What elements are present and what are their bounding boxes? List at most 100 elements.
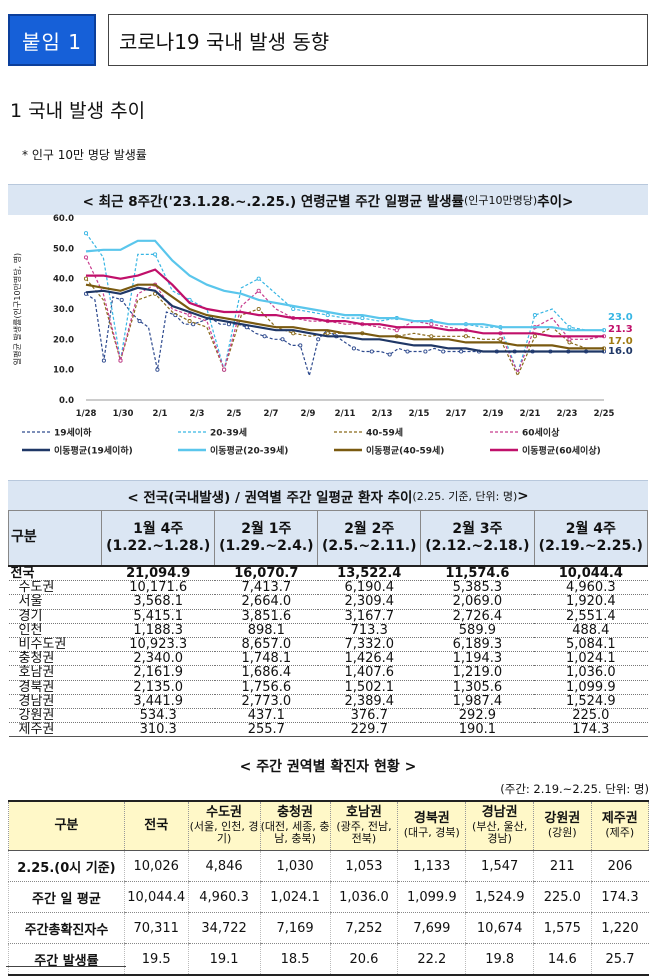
series-point [429, 334, 434, 339]
x-tick-label: 2/19 [483, 409, 504, 419]
header-sub: (대구, 경북) [403, 826, 460, 840]
y-tick-label: 60.0 [53, 214, 74, 224]
value-cell: 14.6 [533, 943, 592, 976]
value-cell: 18.5 [259, 943, 331, 976]
table1-title-tail: > [517, 488, 529, 504]
header-name: 강원권 [544, 811, 581, 827]
value-cell: 1,053 [329, 850, 398, 882]
x-tick-label: 2/25 [594, 409, 615, 419]
value-cell: 2,551.4 [534, 609, 648, 624]
series-point [429, 322, 434, 327]
series-line-6 [85, 283, 604, 350]
legend-label: 40-59세 [366, 427, 403, 439]
value-cell: 1,756.6 [214, 680, 318, 695]
series-point [83, 255, 89, 260]
header-name: 제주권 [601, 811, 638, 827]
value-cell: 534.3 [101, 708, 215, 724]
y-tick-label: 30.0 [53, 305, 74, 315]
table-row: 2.25.(0시 기준) 10,026 4,846 1,030 1,053 1,133 1,… [8, 850, 649, 882]
series-point [405, 349, 410, 354]
value-cell: 10,674 [465, 912, 534, 944]
value-cell: 34,722 [187, 912, 261, 944]
end-value-label: 21.3 [608, 324, 633, 335]
x-tick-label: 2/11 [335, 409, 356, 419]
region-label: 경북권 [8, 680, 102, 695]
line-chart: 일평균 발생률(인구10만명당, 명) 0.0 10.0 20.0 30.0 40.0 50… [8, 214, 648, 464]
value-cell: 2,389.4 [317, 694, 421, 709]
series-point [532, 313, 537, 318]
value-cell: 3,441.9 [101, 694, 215, 709]
region-label: 인천 [8, 623, 102, 638]
legend-label: 20-39세 [210, 427, 247, 439]
value-cell: 437.1 [214, 708, 318, 724]
value-cell: 255.7 [214, 722, 318, 738]
table1-header-week: 2월 4주 (2.19.~2.25.) [533, 510, 649, 567]
y-tick-label: 50.0 [53, 244, 74, 254]
value-cell: 206 [590, 850, 649, 882]
y-tick-label: 0.0 [59, 396, 74, 406]
series-point [262, 334, 267, 339]
value-cell: 174.3 [534, 722, 648, 738]
series-point [187, 319, 192, 324]
value-cell: 1,220 [590, 912, 649, 944]
x-tick-label: 2/9 [301, 409, 316, 419]
table1-header-week: 2월 1주 (1.29.~2.4.) [214, 510, 319, 567]
value-cell: 1,407.6 [317, 665, 421, 681]
region-label: 제주권 [8, 722, 102, 738]
x-tick-label: 2/21 [520, 409, 541, 419]
table-row: 충청권 2,340.0 1,748.1 1,426.4 1,194.3 1,024.1 [8, 651, 648, 667]
region-label: 충청권 [8, 651, 102, 667]
series-point [256, 306, 261, 312]
value-cell: 898.1 [214, 623, 318, 638]
series-point [83, 276, 89, 281]
value-cell: 1,920.4 [534, 594, 648, 610]
table2-header-cell: 충청권 (대전, 세종, 충남, 충북) [259, 800, 331, 851]
value-cell: 1,194.3 [420, 651, 535, 667]
legend-label: 이동평균(20-39세) [210, 445, 288, 457]
footer-divider [6, 966, 126, 976]
series-point [137, 319, 142, 324]
value-cell: 1,024.1 [534, 651, 648, 667]
series-point [83, 231, 89, 236]
value-cell: 70,311 [123, 912, 189, 944]
series-line-0 [85, 293, 604, 378]
table-row: 제주권 310.3 255.7 229.7 190.1 174.3 [8, 722, 648, 738]
x-tick-label: 2/7 [264, 409, 279, 419]
value-cell: 1,036.0 [329, 881, 398, 913]
header-sub: (강원) [547, 826, 577, 840]
value-cell: 19.1 [187, 943, 261, 976]
table2-header-cell: 구분 [8, 800, 125, 851]
table2-header-cell: 수도권 (서울, 인천, 경기) [187, 800, 261, 851]
table2-header-cell: 강원권 (강원) [533, 800, 592, 851]
value-cell: 19.5 [123, 943, 189, 976]
table-row: 주간 발생률 19.5 19.1 18.5 20.6 22.2 19.8 14.6 25.7 [8, 943, 649, 976]
header-name: 경북권 [413, 811, 450, 827]
chart-title-sub: (인구10만명당) [463, 194, 538, 207]
series-point [325, 331, 330, 336]
header-name: 호남권 [346, 804, 382, 820]
value-cell: 1,748.1 [214, 651, 318, 667]
value-cell: 1,547 [465, 850, 534, 882]
value-cell: 4,846 [187, 850, 261, 882]
value-cell: 4,960.3 [187, 881, 261, 913]
table1-header-week: 1월 4주 (1.22.~1.28.) [100, 510, 216, 567]
series-point [532, 334, 537, 339]
table1-header-label: 구분 [8, 510, 102, 567]
series-point [119, 297, 124, 302]
value-cell: 5,385.3 [420, 580, 535, 596]
value-cell: 1,188.3 [101, 623, 215, 638]
series-point [291, 306, 296, 312]
value-cell: 13,522.4 [317, 565, 421, 582]
legend-label: 이동평균(19세이하) [54, 445, 133, 457]
table-row: 서울 3,568.1 2,664.0 2,309.4 2,069.0 1,920.4 [8, 594, 648, 610]
value-cell: 10,923.3 [101, 637, 215, 653]
section-note: * 인구 10만 명당 발생률 [22, 148, 147, 162]
value-cell: 19.8 [465, 943, 534, 976]
table-row: 수도권 10,171.6 7,413.7 6,190.4 5,385.3 4,960.3 [8, 580, 648, 596]
page-title: 코로나19 국내 발생 동향 [108, 14, 648, 66]
x-tick-label: 2/3 [190, 409, 205, 419]
value-cell: 310.3 [101, 722, 215, 738]
series-point [280, 337, 285, 342]
legend-label: 이동평균(60세이상) [522, 445, 601, 457]
series-point [256, 276, 261, 281]
